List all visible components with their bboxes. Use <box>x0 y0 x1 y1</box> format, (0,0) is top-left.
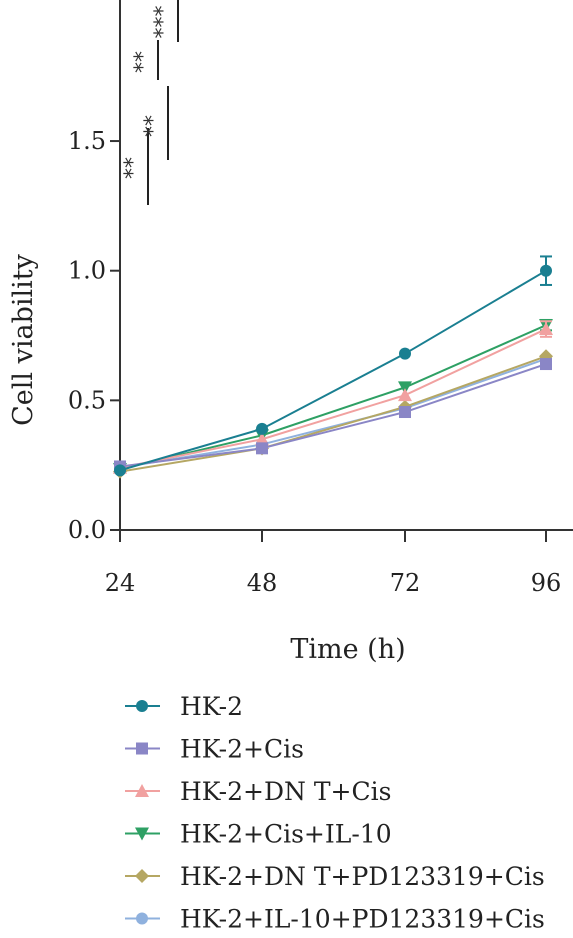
legend-item: HK-2+IL-10+PD123319+Cis <box>125 905 545 934</box>
legend-marker <box>135 784 149 797</box>
legend-marker <box>135 827 149 841</box>
sig-label-1: ** <box>121 157 146 179</box>
data-point <box>256 422 268 435</box>
legend-item: HK-2+Cis+IL-10 <box>125 820 392 849</box>
legend-label: HK-2+DN T+Cis <box>180 777 391 806</box>
data-point <box>398 388 412 402</box>
legend-item: HK-2+DN T+PD123319+Cis <box>125 862 545 891</box>
legend-label: HK-2+IL-10+PD123319+Cis <box>180 905 545 934</box>
data-point <box>540 358 552 371</box>
sig-label-2: ** <box>141 115 166 137</box>
legend-marker <box>136 742 148 755</box>
y-axis-title: Cell viability <box>8 253 39 426</box>
legend-label: HK-2+Cis <box>180 735 304 764</box>
legend-item: HK-2+DN T+Cis <box>125 777 391 806</box>
y-tick-label: 0.0 <box>68 516 106 544</box>
data-point <box>255 432 269 446</box>
data-point <box>540 264 552 277</box>
series-line <box>119 355 547 473</box>
legend-label: HK-2+Cis+IL-10 <box>180 820 392 849</box>
data-point <box>539 322 553 336</box>
x-tick-label: 48 <box>247 569 278 597</box>
legend-label: HK-2 <box>180 692 243 721</box>
significance-annotations: ** ** ** *** <box>121 0 179 205</box>
y-tick-label: 0.5 <box>68 386 106 414</box>
y-tick-label: 1.5 <box>68 127 106 155</box>
legend-item: HK-2 <box>125 692 243 721</box>
sig-label-4: *** <box>151 6 176 39</box>
data-point <box>399 347 411 360</box>
legend-marker <box>136 700 148 712</box>
data-point <box>399 406 411 419</box>
x-ticks: 24 48 72 96 <box>105 530 562 597</box>
legend-marker <box>136 912 148 925</box>
legend-marker <box>135 869 149 883</box>
legend-item: HK-2+Cis <box>125 735 304 764</box>
series-0 <box>114 255 552 477</box>
data-point <box>256 442 268 455</box>
y-ticks: 0.0 0.5 1.0 1.5 <box>68 127 120 544</box>
series-line <box>119 328 547 469</box>
series-layer <box>113 255 553 479</box>
series-line <box>119 324 547 471</box>
x-tick-label: 24 <box>105 569 136 597</box>
sig-label-3: ** <box>131 51 156 73</box>
series-2 <box>113 320 553 474</box>
series-line <box>119 363 547 468</box>
data-point <box>398 381 412 395</box>
x-tick-label: 96 <box>531 569 562 597</box>
y-tick-label: 1.0 <box>68 257 106 285</box>
x-tick-label: 72 <box>390 569 421 597</box>
data-point <box>114 464 126 477</box>
legend: HK-2 HK-2+Cis HK-2+DN T+Cis HK-2+Cis+IL-10 H… <box>125 692 545 934</box>
legend-label: HK-2+DN T+PD123319+Cis <box>180 862 545 891</box>
series-line <box>119 357 547 469</box>
series-line <box>119 269 547 472</box>
x-axis-title: Time (h) <box>290 634 405 665</box>
